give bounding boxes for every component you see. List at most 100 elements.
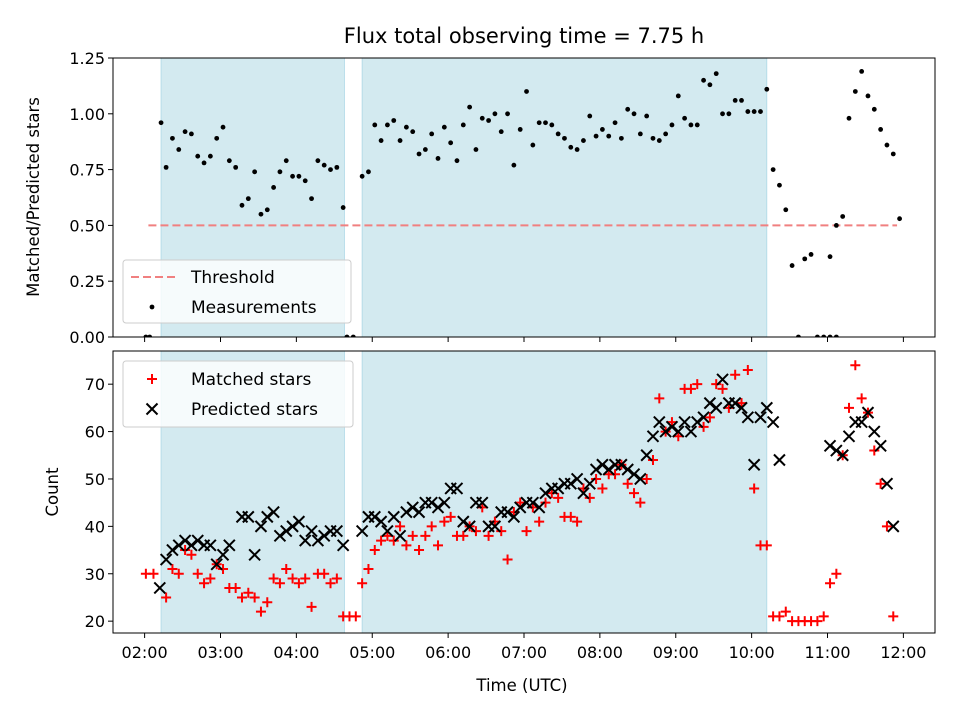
measurement-point xyxy=(827,334,833,337)
measurement-point xyxy=(600,127,605,132)
matched-star-point xyxy=(850,360,861,371)
predicted-star-point xyxy=(830,444,843,457)
matched-star-point xyxy=(711,379,722,390)
measurement-point xyxy=(574,147,580,152)
matched-star-point xyxy=(363,564,374,575)
predicted-star-point xyxy=(577,486,590,500)
top-y-axis: 0.00 0.25 0.50 0.75 1.00 1.25 xyxy=(69,49,113,347)
predicted-star-point xyxy=(659,425,672,438)
predicted-star-point xyxy=(823,439,837,452)
matched-star-point xyxy=(629,488,640,499)
matched-star-point xyxy=(445,511,456,522)
matched-star-point xyxy=(869,445,880,456)
measurement-point xyxy=(252,169,258,175)
measurement-point xyxy=(669,122,675,128)
predicted-star-point xyxy=(728,396,742,410)
bottom-shade-layer xyxy=(160,350,768,634)
matched-star-point xyxy=(199,578,210,589)
measurement-point xyxy=(143,334,149,337)
measurement-point xyxy=(682,115,688,121)
predicted-star-point xyxy=(880,477,894,490)
measurement-point xyxy=(694,122,700,128)
x-axis-label: Time (UTC) xyxy=(475,676,567,695)
measurement-point xyxy=(290,173,295,179)
matched-star-point xyxy=(249,592,260,603)
measurement-point xyxy=(189,131,194,137)
predicted-star-point xyxy=(532,501,546,514)
measurement-point xyxy=(315,158,321,164)
predicted-star-point xyxy=(539,486,552,500)
measurement-point xyxy=(536,120,542,126)
measurement-point xyxy=(195,153,201,159)
predicted-star-point xyxy=(570,472,584,486)
predicted-star-point xyxy=(286,520,299,533)
matched-star-point xyxy=(534,516,545,527)
predicted-star-point xyxy=(488,520,502,533)
predicted-star-point xyxy=(646,430,660,443)
measurement-point xyxy=(296,173,302,179)
matched-star-point xyxy=(698,421,709,432)
predicted-star-point xyxy=(267,505,280,519)
matched-star-point xyxy=(192,568,203,579)
measurement-point xyxy=(562,135,567,141)
matched-star-point xyxy=(844,402,855,413)
predicted-star-point xyxy=(299,534,312,547)
predicted-star-point xyxy=(602,463,615,476)
matched-star-point xyxy=(388,535,399,546)
x-tick-label: 04:00 xyxy=(273,643,319,662)
predicted-star-point xyxy=(716,373,729,386)
bottom-x-axis: 02:00 03:00 04:00 05:00 06:00 07:00 08:00 09:00… xyxy=(122,633,926,662)
measurement-point xyxy=(233,164,239,170)
predicted-star-point xyxy=(501,505,514,519)
measurement-point xyxy=(814,334,820,337)
predicted-star-point xyxy=(393,529,407,543)
measurement-point xyxy=(328,167,333,173)
predicted-star-point xyxy=(457,515,470,528)
legend-threshold-label: Threshold xyxy=(190,268,275,288)
matched-star-point xyxy=(704,412,715,423)
predicted-star-point xyxy=(305,524,318,538)
measurement-point xyxy=(441,124,447,130)
measurement-point xyxy=(593,133,599,139)
matched-star-point xyxy=(218,564,229,575)
measurement-point xyxy=(505,111,510,117)
predicted-star-point xyxy=(292,515,306,528)
measurement-point xyxy=(422,147,428,152)
measurement-point xyxy=(587,113,593,119)
predicted-star-point xyxy=(248,548,261,562)
matched-star-point xyxy=(584,492,595,503)
matched-star-point xyxy=(540,497,551,508)
predicted-star-point xyxy=(678,415,691,429)
predicted-star-point xyxy=(223,539,236,552)
matched-star-point xyxy=(553,492,564,503)
measurement-point xyxy=(720,111,725,117)
matched-star-point xyxy=(180,545,191,556)
matched-star-point xyxy=(742,364,753,375)
predicted-star-point xyxy=(684,425,698,438)
matched-star-point xyxy=(420,530,431,541)
measurement-point xyxy=(448,140,454,146)
matched-star-point xyxy=(148,568,159,579)
x-tick-label: 09:00 xyxy=(653,643,699,662)
predicted-star-point xyxy=(400,505,413,519)
legend-measurements-swatch xyxy=(149,304,155,310)
measurement-point xyxy=(878,127,884,132)
legend-measurements-label: Measurements xyxy=(191,298,317,318)
predicted-star-point xyxy=(766,415,780,429)
measurement-point xyxy=(473,147,479,152)
predicted-star-point xyxy=(640,449,653,462)
matched-star-point xyxy=(654,393,665,404)
measurement-point xyxy=(549,122,555,128)
measurement-point xyxy=(410,129,416,135)
top-panel: 0.00 0.25 0.50 0.75 1.00 1.25 Matched/Predict… xyxy=(24,49,936,347)
measurement-point xyxy=(271,185,277,190)
matched-star-point xyxy=(331,573,342,584)
matched-star-point xyxy=(306,601,317,612)
predicted-star-point xyxy=(191,534,204,547)
predicted-star-point xyxy=(425,496,438,509)
matched-star-point xyxy=(173,568,184,579)
predicted-star-point xyxy=(172,539,185,552)
bottom-y-tick-label: 40 xyxy=(85,517,105,536)
x-tick-label: 12:00 xyxy=(880,643,926,662)
matched-star-point xyxy=(730,369,741,380)
